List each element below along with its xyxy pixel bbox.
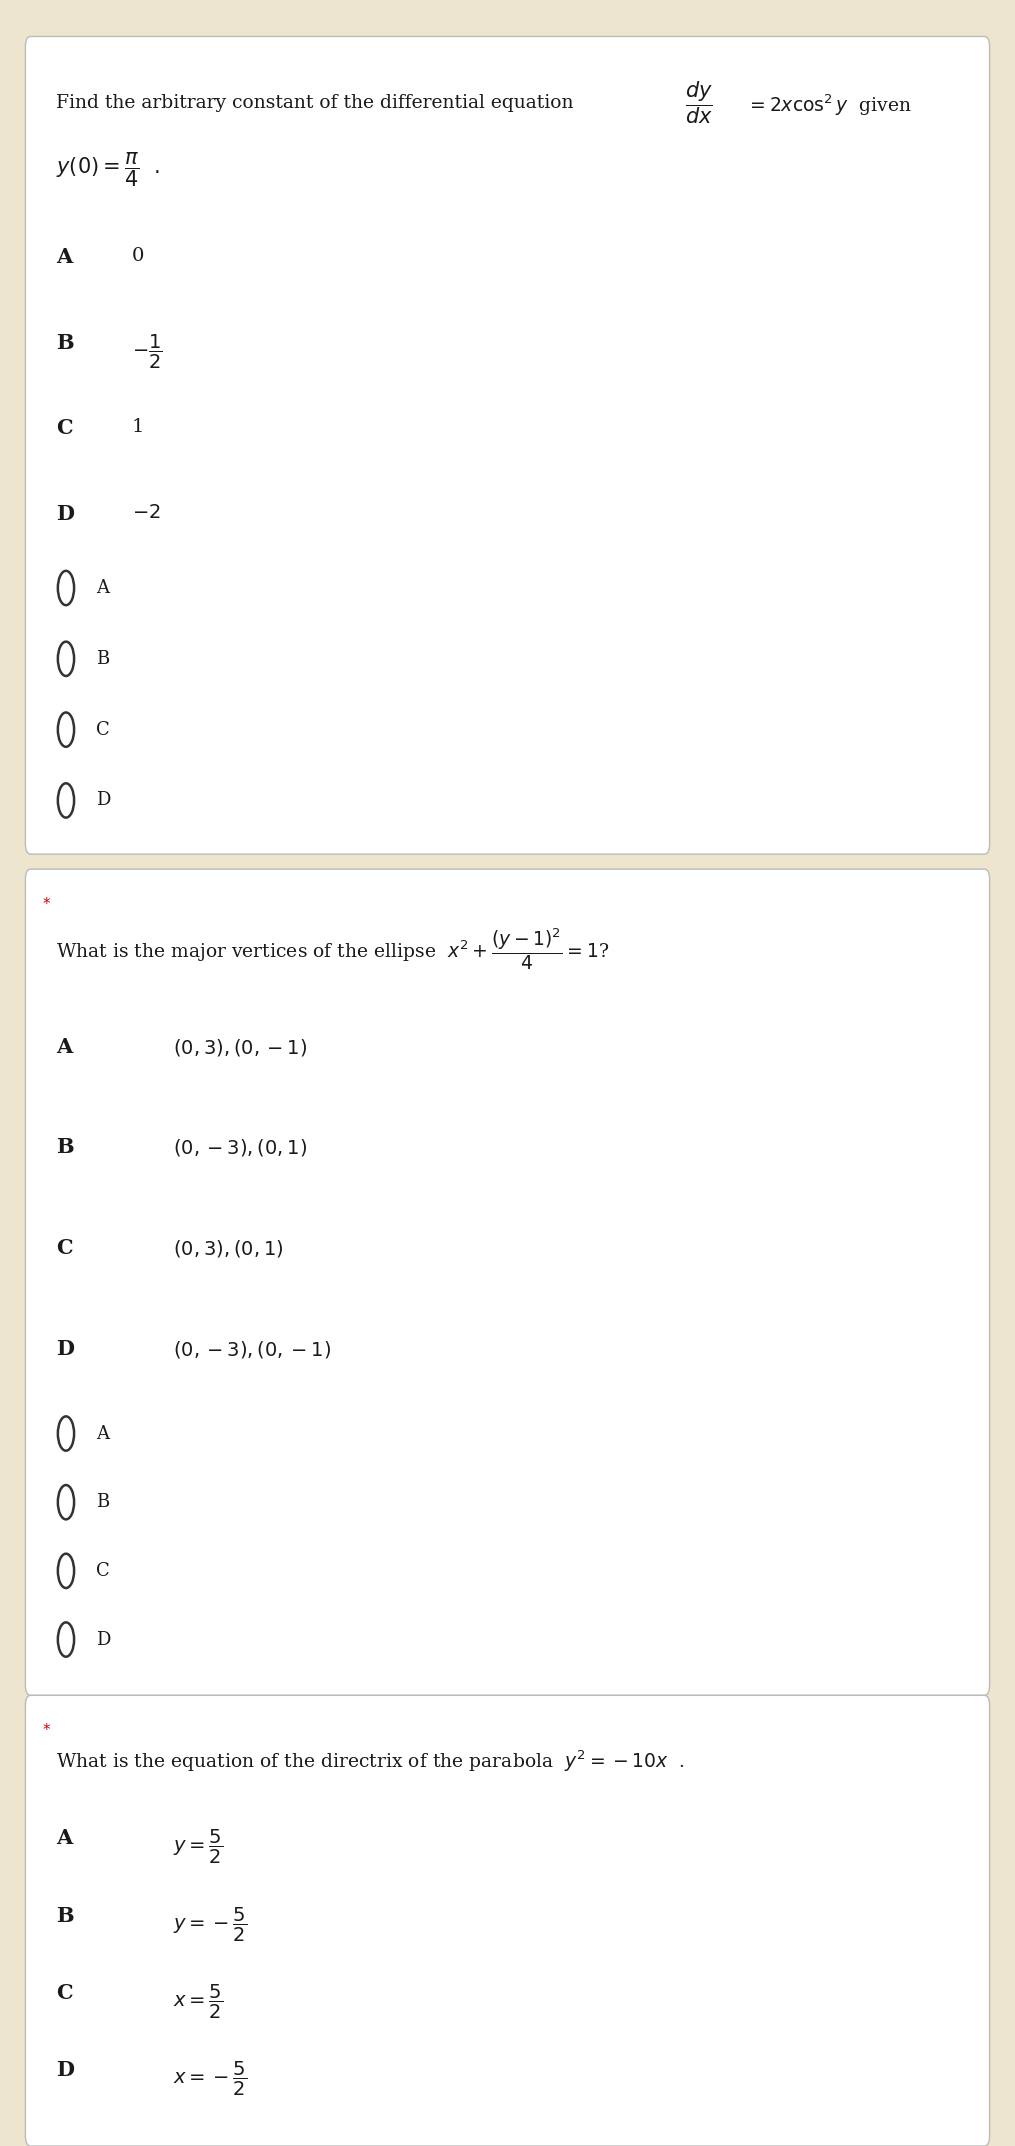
Text: $y(0) = \dfrac{\pi}{4}$  .: $y(0) = \dfrac{\pi}{4}$ .: [56, 150, 159, 189]
Text: B: B: [56, 1137, 73, 1157]
Text: $(0,-3),(0,1)$: $(0,-3),(0,1)$: [173, 1137, 307, 1159]
Text: $= 2x\cos^2 y$  given: $= 2x\cos^2 y$ given: [746, 92, 911, 118]
Text: C: C: [56, 418, 72, 438]
Text: 1: 1: [132, 418, 144, 436]
Text: $x = \dfrac{5}{2}$: $x = \dfrac{5}{2}$: [173, 1983, 223, 2022]
Text: D: D: [56, 1339, 74, 1358]
Text: B: B: [56, 1906, 73, 1925]
Text: D: D: [96, 1631, 111, 1648]
Text: *: *: [43, 1723, 51, 1738]
FancyBboxPatch shape: [25, 1695, 990, 2146]
Text: A: A: [96, 579, 110, 597]
Text: D: D: [56, 2060, 74, 2079]
Text: D: D: [56, 504, 74, 524]
Text: $\dfrac{dy}{dx}$: $\dfrac{dy}{dx}$: [685, 79, 713, 127]
Text: C: C: [96, 1562, 111, 1579]
Text: $(0,-3),(0,-1)$: $(0,-3),(0,-1)$: [173, 1339, 331, 1361]
Text: D: D: [96, 792, 111, 809]
Text: C: C: [56, 1238, 72, 1258]
Text: B: B: [96, 650, 110, 667]
Text: $(0,3),(0,-1)$: $(0,3),(0,-1)$: [173, 1037, 307, 1058]
Text: A: A: [56, 1037, 72, 1056]
Text: A: A: [96, 1425, 110, 1442]
Text: $-2$: $-2$: [132, 504, 160, 521]
Text: $y = \dfrac{5}{2}$: $y = \dfrac{5}{2}$: [173, 1828, 223, 1867]
Text: What is the equation of the directrix of the parabola  $y^2 = -10x$  .: What is the equation of the directrix of…: [56, 1749, 684, 1775]
Text: Find the arbitrary constant of the differential equation: Find the arbitrary constant of the diffe…: [56, 94, 573, 112]
Text: $(0,3),(0,1)$: $(0,3),(0,1)$: [173, 1238, 283, 1260]
FancyBboxPatch shape: [25, 36, 990, 854]
Text: B: B: [56, 333, 73, 352]
FancyBboxPatch shape: [25, 869, 990, 1695]
Text: C: C: [56, 1983, 72, 2002]
Text: What is the major vertices of the ellipse  $x^2 + \dfrac{(y-1)^2}{4} = 1$?: What is the major vertices of the ellips…: [56, 927, 609, 972]
Text: A: A: [56, 1828, 72, 1848]
Text: *: *: [43, 897, 51, 912]
Text: B: B: [96, 1494, 110, 1511]
Text: 0: 0: [132, 247, 144, 264]
Text: $-\dfrac{1}{2}$: $-\dfrac{1}{2}$: [132, 333, 162, 371]
Text: C: C: [96, 721, 111, 738]
Text: $x = -\dfrac{5}{2}$: $x = -\dfrac{5}{2}$: [173, 2060, 247, 2099]
Text: A: A: [56, 247, 72, 266]
Text: $y = -\dfrac{5}{2}$: $y = -\dfrac{5}{2}$: [173, 1906, 247, 1944]
